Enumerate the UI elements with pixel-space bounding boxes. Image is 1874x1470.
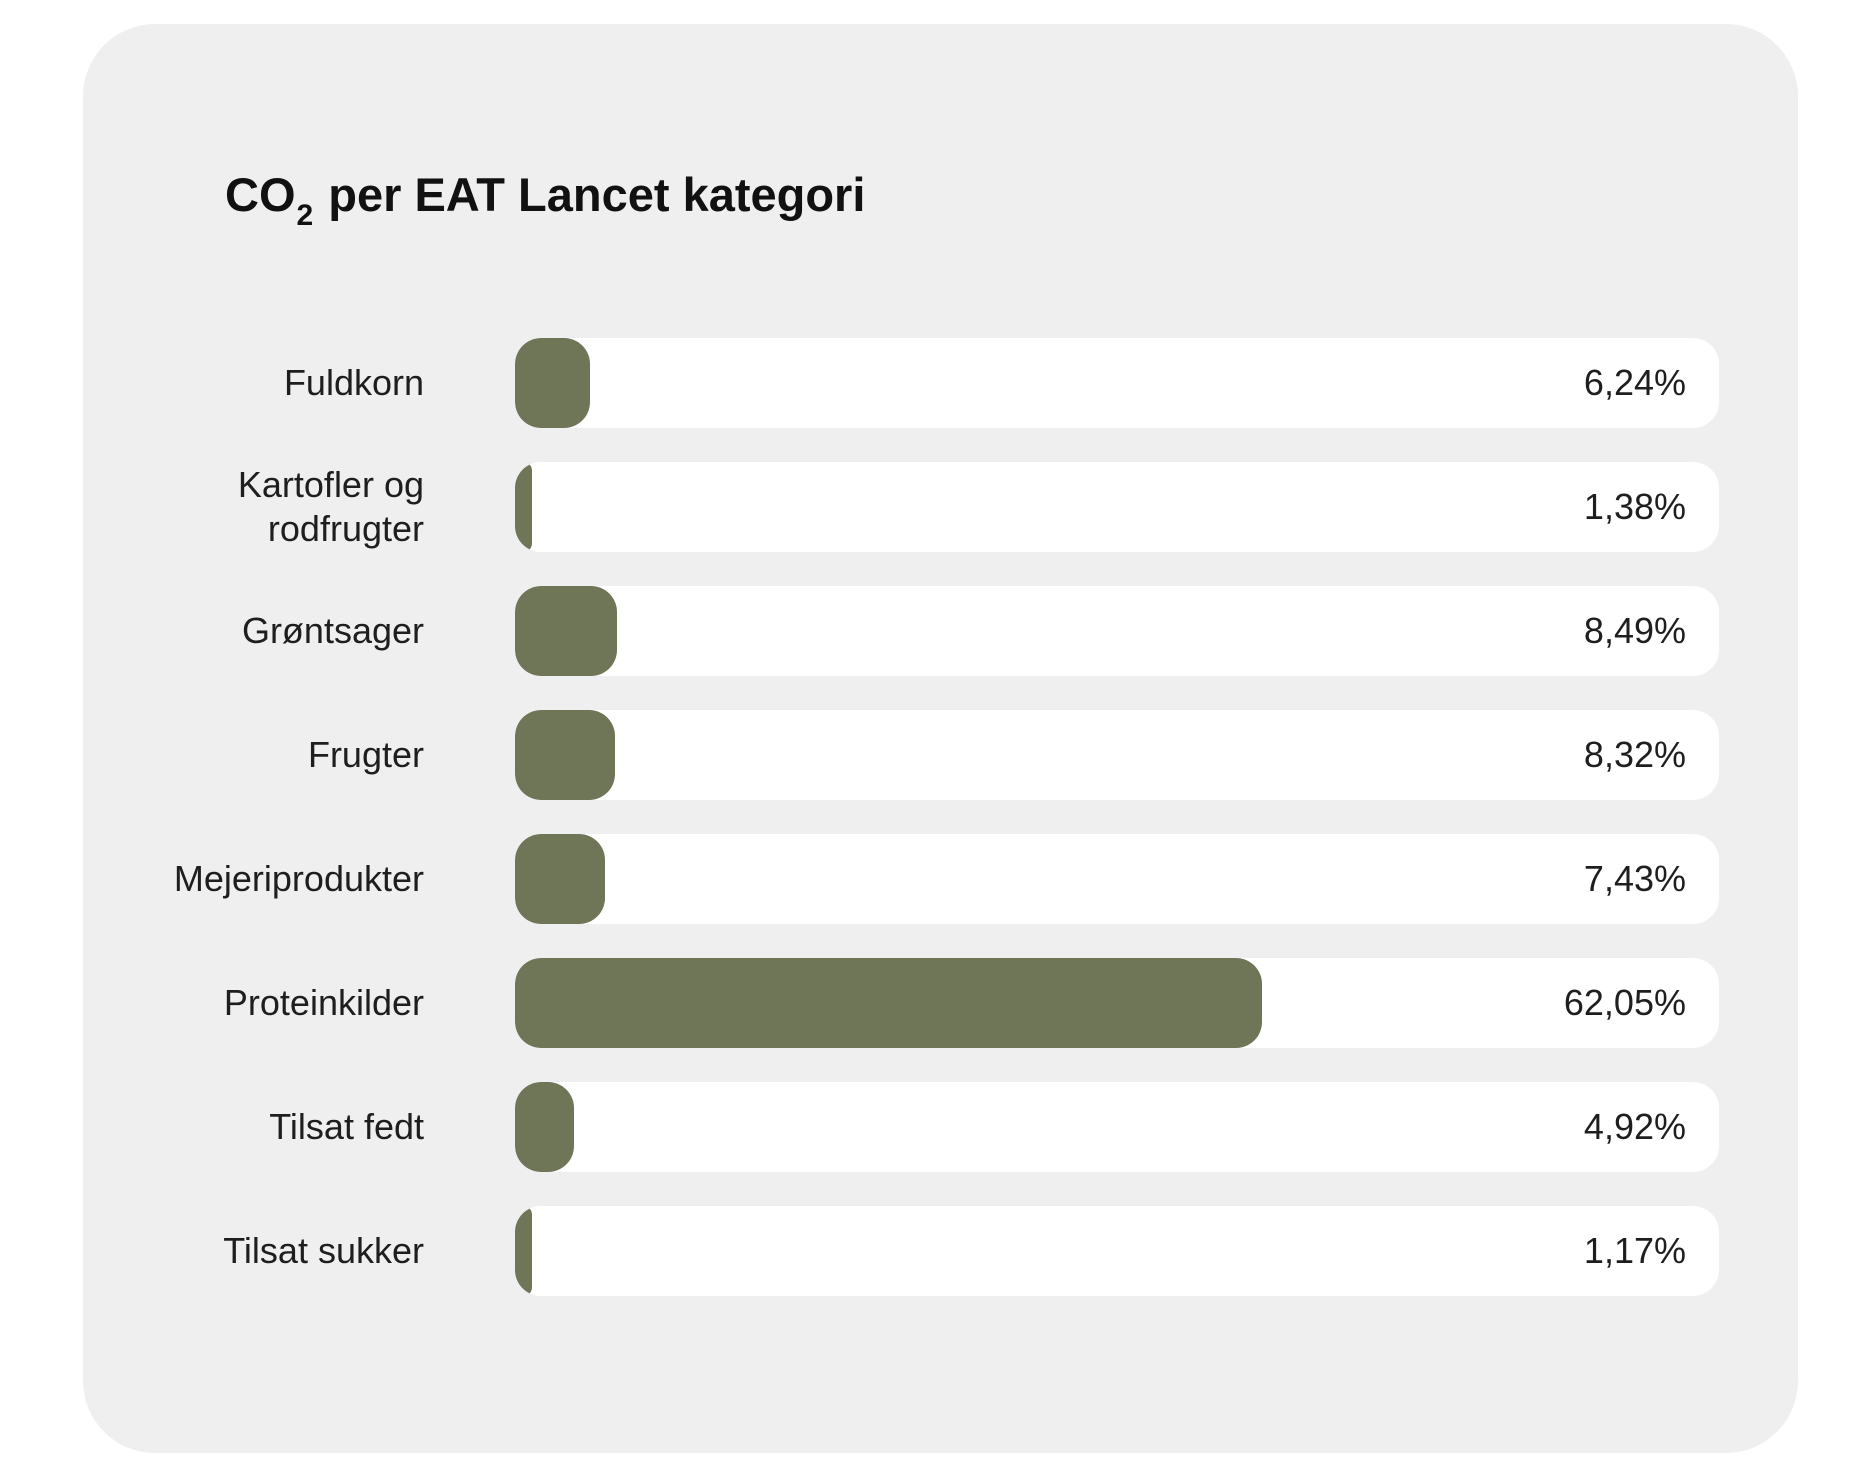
- category-label: Tilsat sukker: [223, 1230, 424, 1271]
- bar-row: Tilsat fedt 4,92%: [83, 1082, 1798, 1172]
- bar-row: Proteinkilder 62,05%: [83, 958, 1798, 1048]
- bar-fill: [515, 1206, 532, 1296]
- bar-row: Mejeriprodukter 7,43%: [83, 834, 1798, 924]
- bar-row: Tilsat sukker 1,17%: [83, 1206, 1798, 1296]
- category-label: Mejeriprodukter: [173, 858, 424, 899]
- bar-track: 8,49%: [515, 586, 1719, 676]
- value-label: 6,24%: [1583, 362, 1686, 403]
- value-label: 8,32%: [1583, 734, 1686, 775]
- value-label: 1,17%: [1583, 1230, 1686, 1271]
- value-label: 62,05%: [1563, 982, 1686, 1023]
- value-label: 4,92%: [1583, 1106, 1686, 1147]
- bar-fill: [515, 710, 616, 800]
- chart-card: CO2 per EAT Lancet kategori Fuldkorn 6,24…: [83, 24, 1798, 1453]
- bar-track: 1,17%: [515, 1206, 1719, 1296]
- category-label: Kartofler og rodfrugter: [237, 464, 424, 549]
- value-label: 8,49%: [1583, 610, 1686, 651]
- chart-title-suffix: per EAT Lancet kategori: [328, 168, 866, 221]
- bar-fill: [515, 586, 618, 676]
- category-label: Frugter: [307, 734, 424, 775]
- chart-title-prefix: CO: [225, 168, 296, 221]
- bar-track: 8,32%: [515, 710, 1719, 800]
- category-label: Tilsat fedt: [269, 1106, 424, 1147]
- chart-title: CO2 per EAT Lancet kategori: [225, 168, 866, 231]
- bar-fill: [515, 338, 591, 428]
- value-label: 7,43%: [1583, 858, 1686, 899]
- bar-track: 1,38%: [515, 462, 1719, 552]
- bar-track: 6,24%: [515, 338, 1719, 428]
- category-label: Fuldkorn: [283, 362, 424, 403]
- bar-track: 4,92%: [515, 1082, 1719, 1172]
- bar-row: Kartofler og rodfrugter 1,38%: [83, 462, 1798, 552]
- category-label: Grøntsager: [241, 610, 424, 651]
- bar-row: Frugter 8,32%: [83, 710, 1798, 800]
- bar-fill: [515, 462, 532, 552]
- bar-fill: [515, 1082, 575, 1172]
- category-label: Proteinkilder: [223, 982, 424, 1023]
- chart-title-subscript: 2: [296, 199, 314, 232]
- bar-fill: [515, 834, 605, 924]
- bar-track: 62,05%: [515, 958, 1719, 1048]
- value-label: 1,38%: [1583, 486, 1686, 527]
- bar-fill: [515, 958, 1263, 1048]
- bar-row: Fuldkorn 6,24%: [83, 338, 1798, 428]
- bar-track: 7,43%: [515, 834, 1719, 924]
- bar-row: Grøntsager 8,49%: [83, 586, 1798, 676]
